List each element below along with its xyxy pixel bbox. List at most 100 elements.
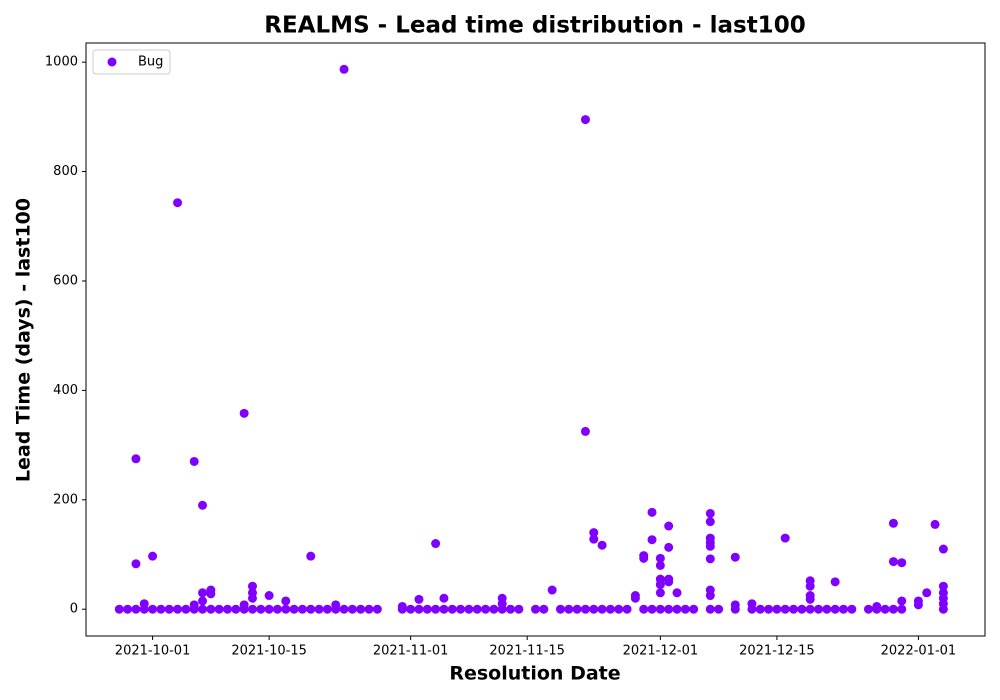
- point: [206, 589, 216, 599]
- point: [647, 604, 657, 614]
- point: [922, 588, 932, 598]
- point: [148, 551, 158, 561]
- legend-label: Bug: [138, 55, 163, 70]
- point: [198, 604, 208, 614]
- point: [764, 604, 774, 614]
- point: [506, 604, 516, 614]
- point: [705, 508, 715, 518]
- point: [814, 604, 824, 614]
- point: [755, 604, 765, 614]
- point: [622, 604, 632, 614]
- point: [888, 557, 898, 567]
- point: [339, 604, 349, 614]
- point: [131, 604, 141, 614]
- point: [938, 544, 948, 554]
- point: [614, 604, 624, 614]
- point: [256, 604, 266, 614]
- point: [772, 604, 782, 614]
- axes-frame: [85, 42, 986, 637]
- x-tick-label: 2021-10-15: [231, 644, 307, 659]
- point: [564, 604, 574, 614]
- point: [264, 604, 274, 614]
- point: [580, 115, 590, 125]
- point: [639, 553, 649, 563]
- point: [189, 600, 199, 610]
- point: [314, 604, 324, 614]
- point: [281, 596, 291, 606]
- point: [930, 519, 940, 529]
- point: [838, 604, 848, 614]
- point: [714, 604, 724, 614]
- point: [913, 596, 923, 606]
- y-tick-label: 600: [53, 273, 78, 288]
- point: [664, 521, 674, 531]
- point: [447, 604, 457, 614]
- point: [198, 596, 208, 606]
- point: [863, 604, 873, 614]
- point: [730, 600, 740, 610]
- legend-box: [92, 49, 171, 75]
- point: [439, 604, 449, 614]
- point: [847, 604, 857, 614]
- point: [655, 580, 665, 590]
- point: [223, 604, 233, 614]
- y-tick-label: 1000: [45, 55, 78, 70]
- point: [372, 604, 382, 614]
- point: [580, 426, 590, 436]
- point: [431, 539, 441, 549]
- y-tick-label: 0: [70, 602, 78, 617]
- point: [830, 577, 840, 587]
- point: [597, 540, 607, 550]
- point: [331, 600, 341, 610]
- point: [888, 604, 898, 614]
- point: [173, 604, 183, 614]
- point: [664, 542, 674, 552]
- point: [414, 594, 424, 604]
- point: [131, 559, 141, 569]
- point: [347, 604, 357, 614]
- x-axis-label: Resolution Date: [449, 663, 620, 685]
- point: [181, 604, 191, 614]
- point: [705, 554, 715, 564]
- point: [597, 604, 607, 614]
- point: [589, 604, 599, 614]
- point: [306, 551, 316, 561]
- point: [481, 604, 491, 614]
- point: [789, 604, 799, 614]
- point: [339, 64, 349, 74]
- point: [297, 604, 307, 614]
- point: [239, 600, 249, 610]
- point: [880, 604, 890, 614]
- point: [247, 593, 257, 603]
- point: [272, 604, 282, 614]
- point: [247, 604, 257, 614]
- point: [747, 599, 757, 609]
- point: [189, 456, 199, 466]
- point: [156, 604, 166, 614]
- point: [689, 604, 699, 614]
- y-tick-label: 200: [53, 492, 78, 507]
- point: [173, 198, 183, 208]
- point: [114, 604, 124, 614]
- point: [198, 588, 208, 598]
- point: [247, 581, 257, 591]
- point: [797, 604, 807, 614]
- x-tick-label: 2021-12-01: [623, 644, 699, 659]
- point: [655, 560, 665, 570]
- point: [539, 604, 549, 614]
- point: [655, 604, 665, 614]
- legend-marker: [107, 57, 117, 67]
- point: [639, 604, 649, 614]
- point: [730, 552, 740, 562]
- point: [555, 604, 565, 614]
- x-tick-label: 2021-11-15: [489, 644, 565, 659]
- point: [139, 599, 149, 609]
- point: [830, 604, 840, 614]
- point: [664, 604, 674, 614]
- point: [872, 601, 882, 611]
- legend: Bug: [92, 49, 171, 75]
- point: [514, 604, 524, 614]
- point: [938, 599, 948, 609]
- point: [531, 604, 540, 614]
- y-tick-label: 400: [53, 383, 78, 398]
